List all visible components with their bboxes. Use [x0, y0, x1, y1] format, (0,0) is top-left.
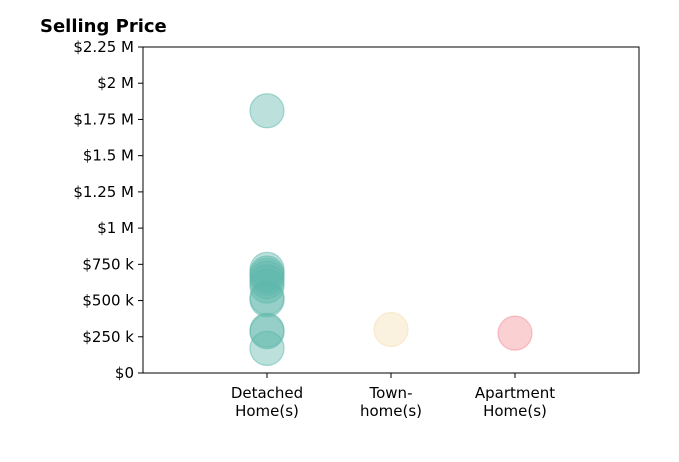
y-tick-label: $750 k: [82, 255, 134, 273]
y-tick-label: $1.75 M: [73, 110, 134, 128]
y-tick-label: $1.25 M: [73, 183, 134, 201]
x-axis: Detached Home(s)Town-home(s)Apartment Home…: [231, 373, 555, 420]
chart-title: Selling Price: [40, 16, 167, 37]
data-point: [249, 282, 285, 318]
data-point: [249, 330, 285, 366]
data-point: [249, 93, 285, 129]
points-layer: [249, 93, 533, 366]
x-tick-label: Detached Home(s): [231, 384, 303, 420]
y-tick-label: $1 M: [97, 219, 134, 237]
x-tick-label-line: Home(s): [483, 402, 547, 420]
x-tick-label: Town-home(s): [360, 384, 422, 420]
y-tick-label: $0: [115, 364, 134, 382]
x-tick-label-line: home(s): [360, 402, 422, 420]
data-point: [373, 311, 409, 348]
data-point: [249, 268, 285, 304]
y-tick-label: $2.25 M: [73, 38, 134, 56]
y-tick-label: $250 k: [82, 328, 134, 346]
x-tick-label-line: Town-: [369, 384, 413, 402]
x-tick-label: Apartment Home(s): [475, 384, 555, 420]
x-tick-label-line: Home(s): [235, 402, 299, 420]
x-tick-label-line: Detached: [231, 384, 303, 402]
x-tick-label-line: Apartment: [475, 384, 555, 402]
y-tick-label: $500 k: [82, 292, 134, 310]
y-tick-label: $2 M: [97, 74, 134, 92]
data-point: [497, 315, 533, 351]
y-axis: $0 $250 k $500 k $750 k $1 M $1.25 M $1.5 M $1.…: [73, 38, 143, 382]
y-tick-label: $1.5 M: [83, 147, 134, 165]
